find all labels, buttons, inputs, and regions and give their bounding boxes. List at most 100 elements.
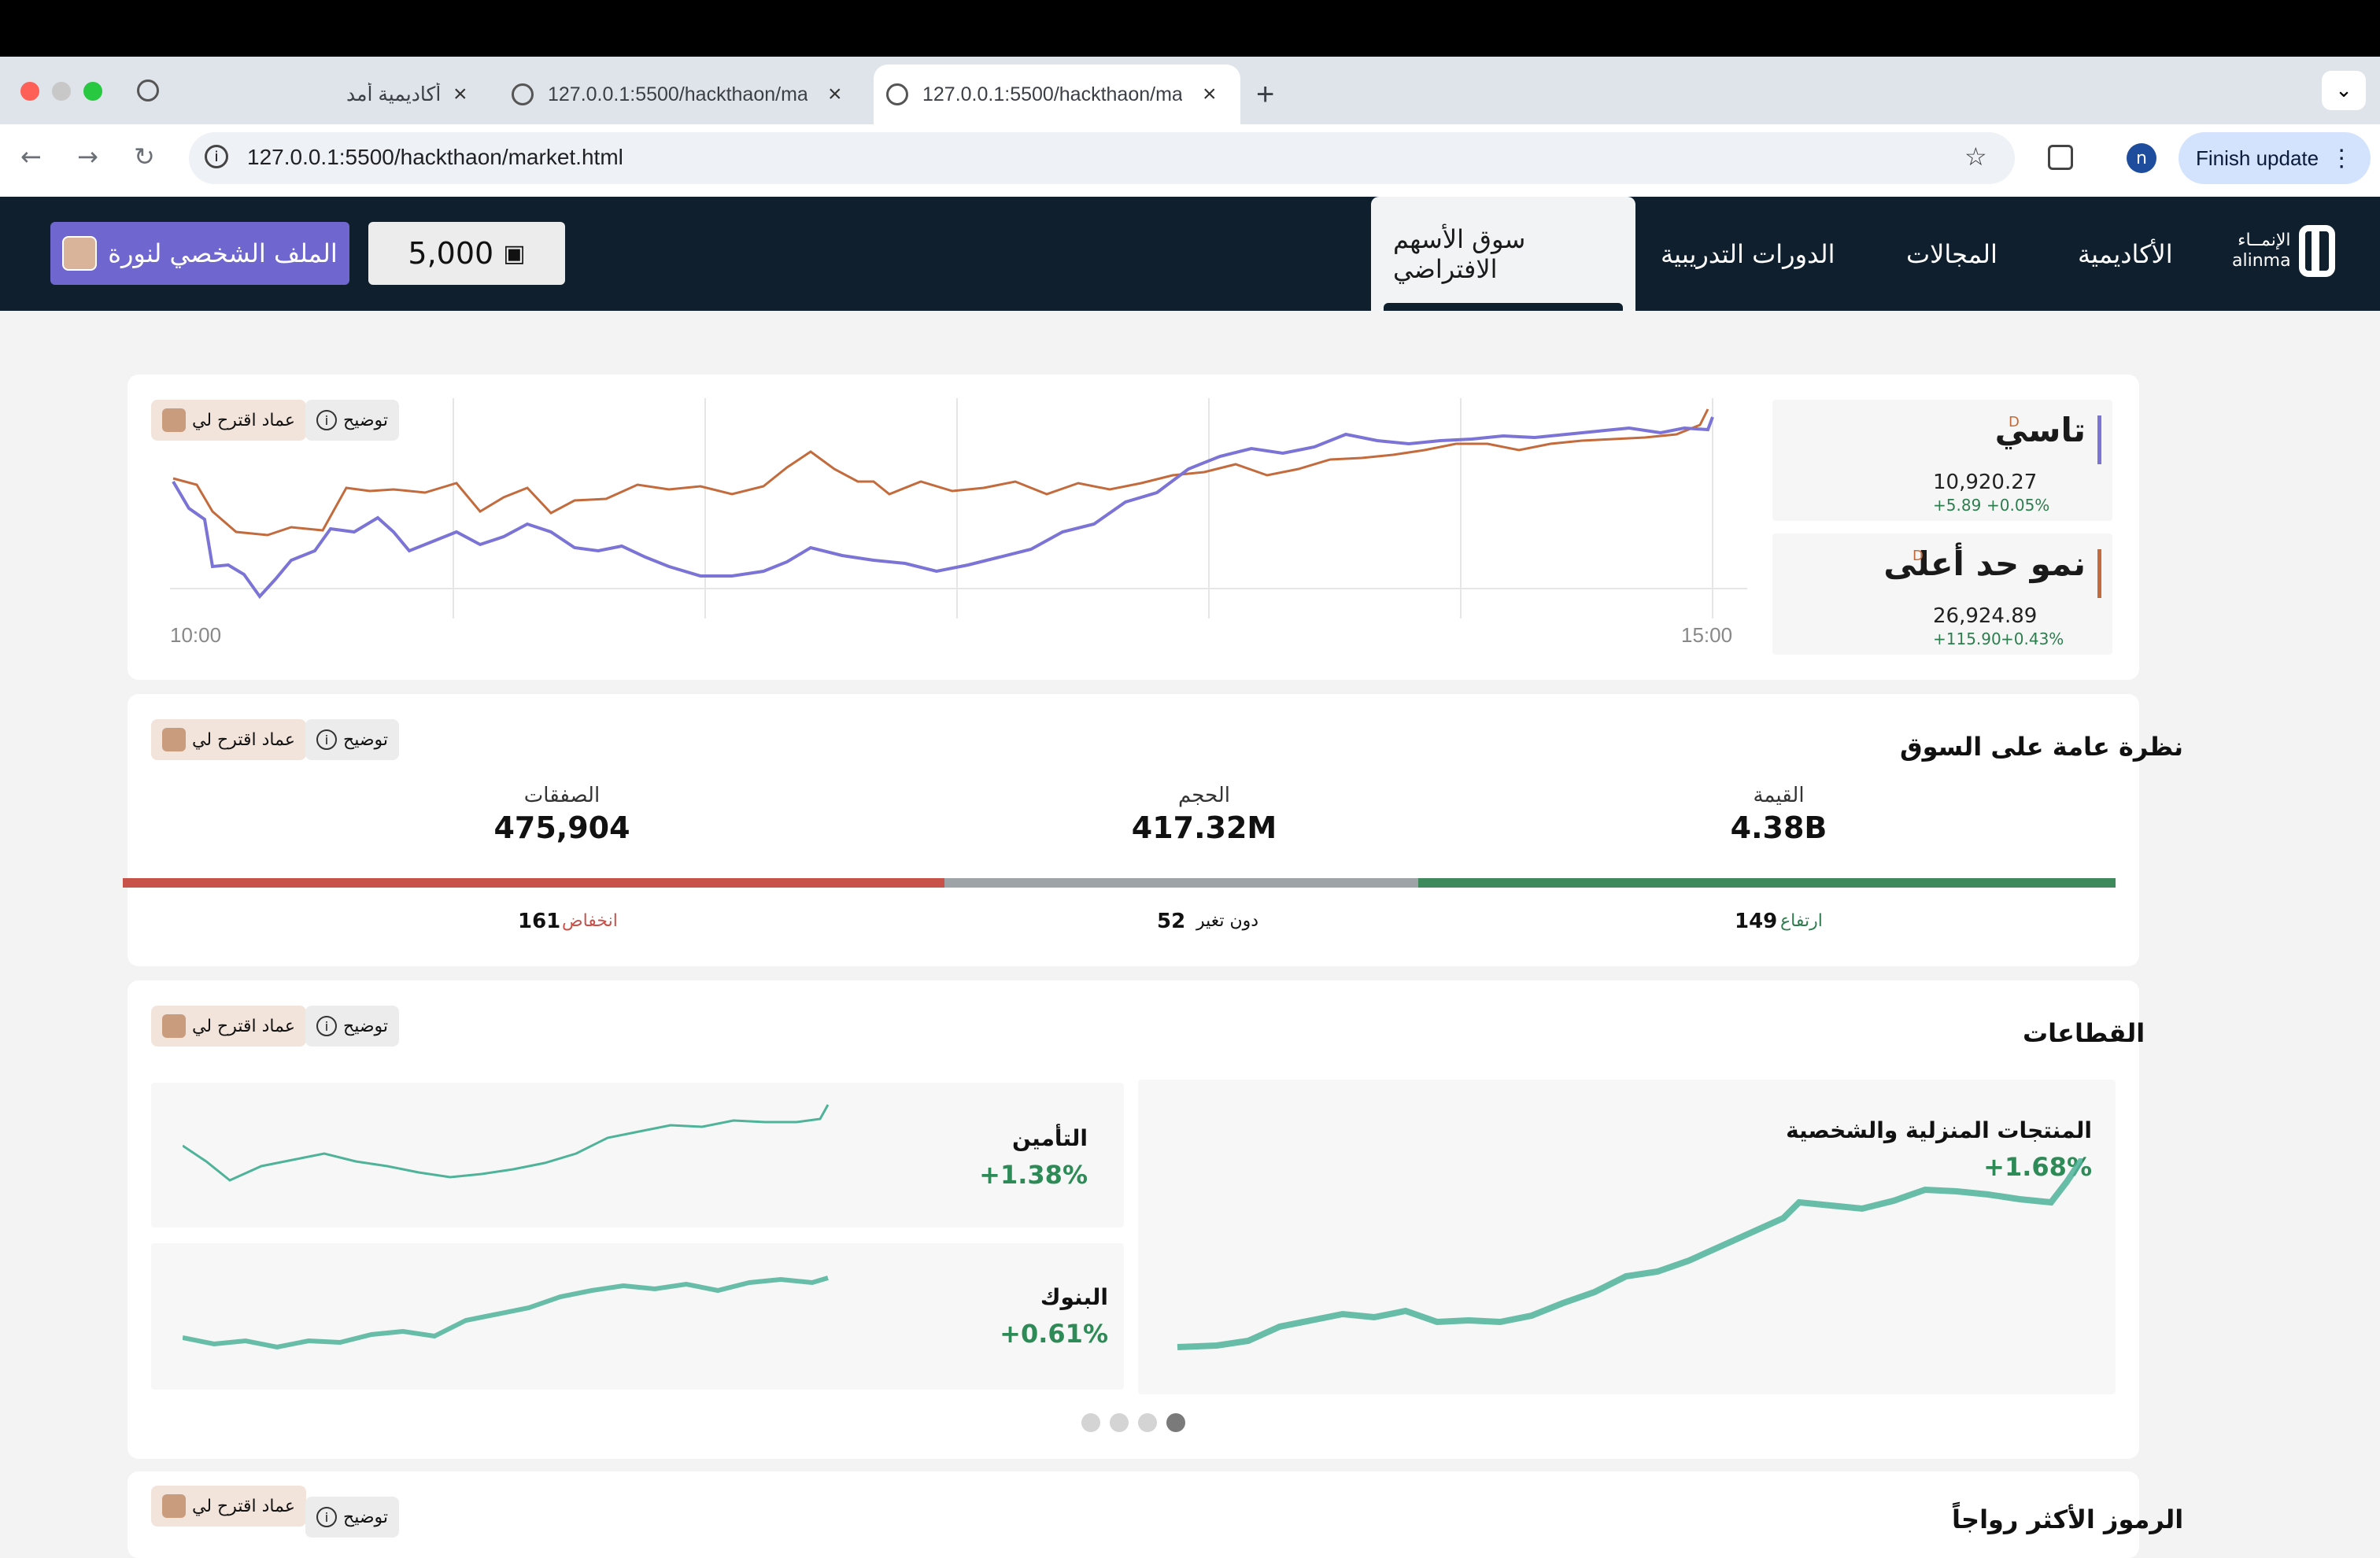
sector-name: التأمين xyxy=(1011,1125,1088,1151)
breadth-bar-down xyxy=(123,878,944,888)
nav-virtual-market-label: سوق الأسهم الافتراضي xyxy=(1393,223,1526,284)
ai-suggest-button[interactable]: عماد اقترح لي xyxy=(151,400,306,441)
tab-market-active[interactable]: 127.0.0.1:5500/hackthaon/ma × xyxy=(874,65,1240,124)
tab-market-1[interactable]: 127.0.0.1:5500/hackthaon/ma × xyxy=(504,65,850,124)
carousel-dot[interactable] xyxy=(1138,1413,1157,1432)
sector-card-insurance[interactable]: التأمين +1.38% xyxy=(151,1083,1124,1228)
imad-avatar-icon xyxy=(162,1494,186,1518)
index-line-chart: 10:00 15:00 xyxy=(170,398,1747,647)
profile-avatar-icon xyxy=(62,236,98,271)
index-change-abs: +5.89 xyxy=(1933,496,1982,515)
down-label: انخفاض xyxy=(562,911,618,931)
address-bar[interactable] xyxy=(189,132,2015,184)
nav-courses[interactable]: الدورات التدريبية xyxy=(1661,238,1835,269)
volume-label: الحجم xyxy=(1177,784,1230,807)
explain-button[interactable]: i توضيح xyxy=(305,719,400,760)
tab-title: 127.0.0.1:5500/hackthaon/ma xyxy=(548,83,808,105)
close-tab-icon[interactable]: × xyxy=(453,81,468,107)
logo-arabic: الإنمــاء xyxy=(2238,231,2291,250)
explain-button[interactable]: i توضيح xyxy=(305,400,400,441)
imad-avatar-icon xyxy=(162,408,186,432)
forward-arrow-icon[interactable]: → xyxy=(77,142,98,172)
menu-kebab-icon: ⋮ xyxy=(2330,145,2354,172)
finish-update-label: Finish update xyxy=(2196,146,2319,170)
tab-group-globe-icon[interactable] xyxy=(137,79,159,102)
sector-sparkline xyxy=(183,1104,830,1182)
sector-name: المنتجات المنزلية والشخصية xyxy=(1786,1117,2092,1143)
explain-label: توضيح xyxy=(343,1507,389,1527)
ai-suggest-label: عماد اقترح لي xyxy=(192,410,295,430)
ai-suggest-label: عماد اقترح لي xyxy=(192,1496,295,1516)
carousel-dot[interactable] xyxy=(1081,1413,1100,1432)
profile-button[interactable]: الملف الشخصي لنورة xyxy=(50,222,349,285)
sectors-title: القطاعات xyxy=(2023,1018,2145,1048)
sector-change: +1.38% xyxy=(979,1160,1088,1190)
nav-academy[interactable]: الأكاديمية xyxy=(2078,238,2173,269)
tab-academy[interactable]: أكاديمية أمد × xyxy=(315,65,488,124)
new-tab-button[interactable]: + xyxy=(1256,76,1275,112)
close-tab-icon[interactable]: × xyxy=(1203,81,1217,107)
profile-avatar[interactable]: n xyxy=(2127,143,2156,173)
logo-english: alinma xyxy=(2232,251,2291,271)
index-tag: D xyxy=(1913,548,1924,564)
back-arrow-icon[interactable]: ← xyxy=(20,142,42,172)
ai-suggest-button[interactable]: عماد اقترح لي xyxy=(151,719,306,760)
ai-suggest-button[interactable]: عماد اقترح لي xyxy=(151,1006,306,1047)
carousel-dot-active[interactable] xyxy=(1166,1413,1185,1432)
explain-label: توضيح xyxy=(343,1016,389,1036)
breadth-bar-up xyxy=(1418,878,2116,888)
sector-card-household[interactable]: المنتجات المنزلية والشخصية +1.68% xyxy=(1138,1080,2116,1394)
close-window-button[interactable] xyxy=(20,82,39,101)
ai-suggest-label: عماد اقترح لي xyxy=(192,729,295,750)
url-text: 127.0.0.1:5500/hackthaon/market.html xyxy=(247,145,623,169)
time-end-label: 15:00 xyxy=(1681,623,1732,647)
overview-title: نظرة عامة على السوق xyxy=(1900,732,2184,762)
close-tab-icon[interactable]: × xyxy=(828,81,842,107)
explain-label: توضيح xyxy=(343,410,389,430)
site-globe-icon xyxy=(886,83,908,105)
sector-sparkline xyxy=(1177,1158,2082,1350)
index-tag: D xyxy=(2009,414,2020,430)
ai-suggest-button[interactable]: عماد اقترح لي xyxy=(151,1486,306,1527)
tab-search-chevron-icon[interactable]: ⌄ xyxy=(2322,71,2366,110)
explain-label: توضيح xyxy=(343,729,389,750)
bookmark-star-icon[interactable]: ☆ xyxy=(1964,142,1987,172)
site-info-icon[interactable]: i xyxy=(205,145,228,168)
info-icon: i xyxy=(316,1507,337,1527)
site-globe-icon xyxy=(512,83,534,105)
index-card-nomu[interactable]: نمو حد أعلى D 26,924.89 +115.90 +0.43% xyxy=(1772,533,2112,655)
index-change-pct: +0.05% xyxy=(1986,496,2050,515)
index-value: 10,920.27 xyxy=(1933,471,2038,494)
sector-change: +0.61% xyxy=(1000,1319,1108,1349)
trades-label: الصفقات xyxy=(523,784,601,807)
flat-label: دون تغير xyxy=(1196,911,1259,931)
minimize-window-button[interactable] xyxy=(52,82,71,101)
carousel-dot[interactable] xyxy=(1110,1413,1129,1432)
app-header xyxy=(0,197,2380,311)
zoom-window-button[interactable] xyxy=(83,82,102,101)
nomu-series-line xyxy=(172,408,1709,537)
screen-top-bezel xyxy=(0,0,2380,57)
alinma-logo[interactable]: الإنمــاء alinma xyxy=(2232,225,2335,277)
points-value: 5,000 xyxy=(408,236,494,271)
time-start-label: 10:00 xyxy=(170,623,221,647)
explain-button[interactable]: i توضيح xyxy=(305,1006,400,1047)
reload-icon[interactable]: ↻ xyxy=(134,142,155,172)
index-card-tasi[interactable]: تاسي D 10,920.27 +5.89 +0.05% xyxy=(1772,400,2112,521)
market-overview-card xyxy=(128,694,2139,966)
value-figure: 4.38B xyxy=(1730,810,1828,845)
logo-mark-icon xyxy=(2298,225,2335,277)
finish-update-button[interactable]: Finish update ⋮ xyxy=(2179,132,2371,184)
sector-sparkline xyxy=(183,1276,829,1350)
explain-button[interactable]: i توضيح xyxy=(305,1497,400,1538)
tab-title: أكاديمية أمد xyxy=(346,83,441,105)
tasi-series-line xyxy=(172,416,1714,600)
tab-title: 127.0.0.1:5500/hackthaon/ma xyxy=(922,83,1182,105)
sector-card-banks[interactable]: البنوك +0.61% xyxy=(151,1243,1124,1390)
imad-avatar-icon xyxy=(162,728,186,751)
extensions-puzzle-icon[interactable] xyxy=(2048,145,2073,170)
nav-fields[interactable]: المجالات xyxy=(1906,238,1998,269)
info-icon: i xyxy=(316,410,337,430)
down-count: 161 xyxy=(518,910,561,933)
nav-virtual-market[interactable]: سوق الأسهم الافتراضي xyxy=(1371,197,1635,311)
